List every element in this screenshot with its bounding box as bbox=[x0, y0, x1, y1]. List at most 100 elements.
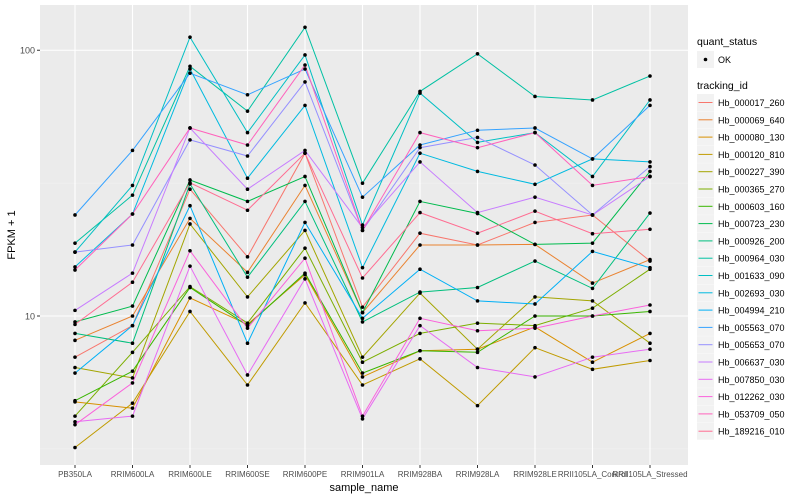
x-tick-label: RRIM901LA bbox=[341, 470, 385, 479]
data-point-Hb_000964_030 bbox=[360, 181, 365, 186]
data-point-Hb_012262_030 bbox=[590, 314, 595, 318]
data-point-Hb_001633_090 bbox=[245, 130, 250, 135]
data-point-Hb_000120_810 bbox=[245, 383, 250, 387]
data-point-Hb_002693_030 bbox=[245, 176, 250, 181]
data-point-Hb_000723_230 bbox=[303, 174, 307, 179]
x-tick-label: RRIM600PE bbox=[283, 470, 327, 479]
y-tick-label: 100 bbox=[20, 46, 35, 56]
data-point-Hb_012262_030 bbox=[130, 381, 135, 385]
data-point-Hb_000926_200 bbox=[73, 331, 77, 336]
data-point-Hb_001633_090 bbox=[188, 35, 192, 39]
data-point-Hb_002693_030 bbox=[188, 67, 192, 71]
data-point-Hb_000227_390 bbox=[73, 365, 77, 370]
data-point-Hb_005563_070 bbox=[533, 126, 537, 130]
data-point-Hb_000603_160 bbox=[533, 314, 537, 318]
data-point-Hb_053709_050 bbox=[648, 174, 652, 179]
legend-label: Hb_000603_160 bbox=[718, 202, 785, 212]
data-point-Hb_002693_030 bbox=[475, 169, 480, 174]
data-point-Hb_000964_030 bbox=[130, 193, 135, 197]
data-point-Hb_007850_030 bbox=[188, 264, 192, 268]
data-point-Hb_001633_090 bbox=[303, 53, 307, 57]
data-point-Hb_006637_030 bbox=[303, 148, 307, 153]
data-point-Hb_004994_210 bbox=[475, 299, 480, 303]
data-point-Hb_053709_050 bbox=[590, 183, 595, 188]
data-point-Hb_006637_030 bbox=[533, 195, 537, 199]
x-tick-label: RRIM600LA bbox=[111, 470, 155, 479]
data-point-Hb_000365_270 bbox=[73, 414, 77, 418]
data-point-Hb_004994_210 bbox=[590, 249, 595, 254]
data-point-Hb_005653_070 bbox=[188, 138, 192, 142]
legend-label: Hb_189216_010 bbox=[718, 427, 785, 437]
data-point-Hb_004994_210 bbox=[533, 302, 537, 306]
data-point-Hb_000227_390 bbox=[475, 347, 480, 352]
data-point-Hb_053709_050 bbox=[303, 63, 307, 67]
data-point-Hb_000723_230 bbox=[418, 199, 422, 204]
data-point-Hb_000603_160 bbox=[360, 371, 365, 375]
data-point-Hb_000365_270 bbox=[303, 246, 307, 250]
data-point-Hb_189216_010 bbox=[360, 276, 365, 280]
data-point-Hb_000926_200 bbox=[590, 286, 595, 291]
data-point-Hb_000227_390 bbox=[303, 228, 307, 233]
data-point-Hb_005653_070 bbox=[130, 243, 135, 247]
data-point-Hb_000017_260 bbox=[188, 187, 192, 192]
data-point-Hb_000069_640 bbox=[188, 216, 192, 221]
data-point-Hb_001633_090 bbox=[475, 140, 480, 145]
legend-label: Hb_000227_390 bbox=[718, 167, 785, 177]
legend-label: Hb_053709_050 bbox=[718, 409, 785, 419]
data-point-Hb_005653_070 bbox=[533, 163, 537, 167]
data-point-Hb_000069_640 bbox=[418, 243, 422, 247]
data-point-Hb_005563_070 bbox=[245, 92, 250, 97]
data-point-Hb_000120_810 bbox=[648, 358, 652, 363]
x-tick-label: PB350LA bbox=[58, 470, 92, 479]
data-point-Hb_005563_070 bbox=[130, 148, 135, 153]
data-point-Hb_012262_030 bbox=[418, 316, 422, 321]
data-point-Hb_000964_030 bbox=[475, 51, 480, 56]
data-point-Hb_006637_030 bbox=[475, 210, 480, 215]
data-point-Hb_000926_200 bbox=[533, 259, 537, 263]
data-point-Hb_000926_200 bbox=[418, 290, 422, 294]
data-point-Hb_000227_390 bbox=[360, 355, 365, 359]
data-point-Hb_000120_810 bbox=[303, 301, 307, 305]
data-point-Hb_000365_270 bbox=[533, 323, 537, 328]
data-point-Hb_000964_030 bbox=[188, 64, 192, 69]
data-point-Hb_189216_010 bbox=[130, 280, 135, 285]
data-point-Hb_000926_200 bbox=[130, 341, 135, 346]
data-point-Hb_000120_810 bbox=[130, 401, 135, 405]
data-point-Hb_000926_200 bbox=[360, 320, 365, 324]
data-point-Hb_189216_010 bbox=[533, 209, 537, 213]
data-point-Hb_004994_210 bbox=[360, 316, 365, 321]
data-point-Hb_053709_050 bbox=[475, 145, 480, 150]
data-point-Hb_000080_130 bbox=[590, 360, 595, 365]
data-point-Hb_000603_160 bbox=[418, 348, 422, 353]
legend-label: Hb_004994_210 bbox=[718, 306, 785, 316]
data-point-Hb_000964_030 bbox=[73, 241, 77, 245]
data-point-Hb_189216_010 bbox=[245, 208, 250, 213]
data-point-Hb_000603_160 bbox=[475, 350, 480, 355]
data-point-Hb_000017_260 bbox=[245, 255, 250, 259]
x-tick-label: RRIM928LE bbox=[513, 470, 557, 479]
data-point-Hb_000227_390 bbox=[245, 295, 250, 299]
data-point-Hb_000365_270 bbox=[475, 321, 480, 325]
data-point-Hb_000926_200 bbox=[648, 211, 652, 215]
data-point-Hb_005563_070 bbox=[418, 143, 422, 147]
data-point-Hb_001633_090 bbox=[418, 91, 422, 95]
data-point-Hb_007850_030 bbox=[648, 347, 652, 352]
y-tick-label: 10 bbox=[25, 312, 35, 322]
legend-label: Hb_001633_090 bbox=[718, 271, 785, 281]
data-point-Hb_005563_070 bbox=[475, 128, 480, 133]
data-point-Hb_002693_030 bbox=[360, 265, 365, 270]
legend-label: OK bbox=[718, 55, 731, 65]
data-point-Hb_012262_030 bbox=[648, 303, 652, 307]
data-point-Hb_000964_030 bbox=[303, 25, 307, 30]
data-point-Hb_000603_160 bbox=[130, 369, 135, 373]
data-point-Hb_000603_160 bbox=[73, 398, 77, 403]
data-point-Hb_004994_210 bbox=[303, 220, 307, 225]
legend-title-quant-status: quant_status bbox=[697, 36, 757, 48]
data-point-Hb_000365_270 bbox=[590, 306, 595, 310]
data-point-Hb_000120_810 bbox=[590, 367, 595, 372]
data-point-Hb_007850_030 bbox=[590, 355, 595, 359]
legend-label: Hb_006637_030 bbox=[718, 358, 785, 368]
data-point-Hb_000964_030 bbox=[245, 109, 250, 113]
data-point-Hb_007850_030 bbox=[418, 323, 422, 328]
data-point-Hb_000365_270 bbox=[418, 331, 422, 336]
